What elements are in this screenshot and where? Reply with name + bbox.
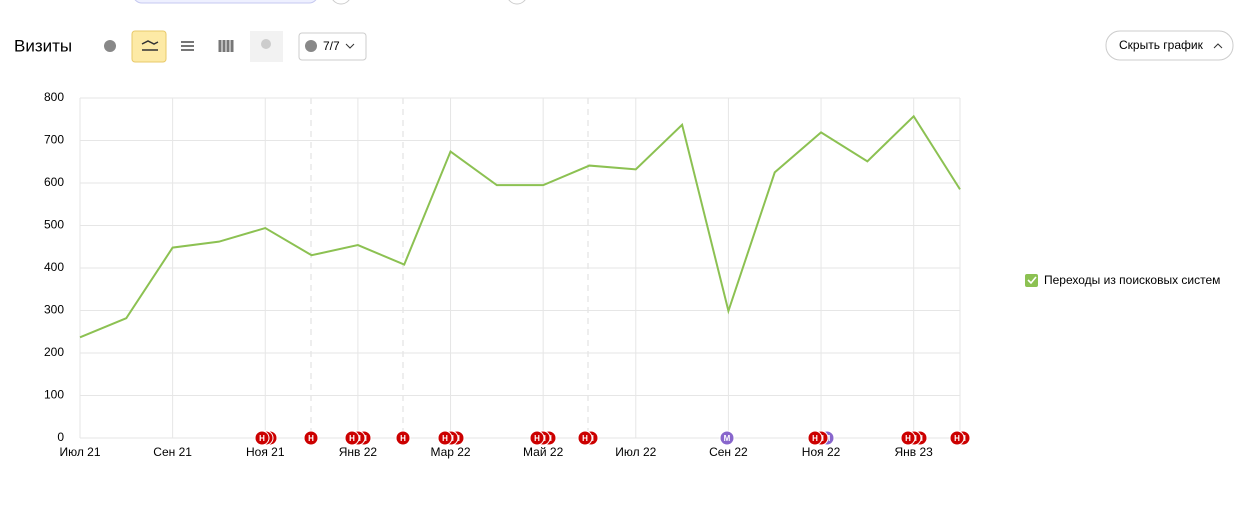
comment-icon [305, 40, 317, 52]
legend-label: Переходы из поисковых систем [1044, 273, 1220, 287]
line-icon-active[interactable] [131, 30, 167, 63]
annotation-marker-label: Н [812, 434, 818, 443]
annotation-marker-label: М [724, 434, 731, 443]
y-tick-label: 600 [44, 175, 64, 189]
annotation-marker-label: Н [308, 434, 314, 443]
y-tick-label: 0 [57, 430, 64, 444]
section-title: Визиты [14, 36, 72, 55]
x-tick-label: Июл 22 [615, 445, 656, 459]
bar-icon[interactable] [218, 40, 234, 52]
x-tick-label: Мар 22 [430, 445, 470, 459]
x-tick-label: Сен 22 [709, 445, 748, 459]
x-tick-label: Янв 22 [339, 445, 378, 459]
y-tick-label: 700 [44, 133, 64, 147]
y-tick-label: 400 [44, 260, 64, 274]
top-control[interactable] [331, 0, 351, 5]
x-tick-label: Май 22 [523, 445, 564, 459]
annotation-marker[interactable] [577, 430, 593, 446]
annotation-marker-label: Н [349, 434, 355, 443]
annotation-marker-label: Н [582, 434, 588, 443]
y-tick-label: 300 [44, 303, 64, 317]
comments-button[interactable] [298, 32, 367, 61]
annotation-marker[interactable] [395, 430, 411, 446]
top-control[interactable] [507, 0, 527, 5]
legend-checkbox [1025, 274, 1038, 287]
annotation-marker-label: Н [259, 434, 265, 443]
line-icon [141, 40, 159, 51]
x-tick-label: Сен 21 [153, 445, 192, 459]
top-button[interactable] [133, 0, 318, 4]
annotation-marker-label: Н [400, 434, 406, 443]
annotation-marker[interactable] [949, 430, 965, 446]
annotation-marker[interactable] [719, 430, 735, 446]
dropdown-arrow [345, 43, 355, 49]
x-tick-label: Янв 23 [895, 445, 934, 459]
hide-chart-label: Скрыть график [1119, 38, 1204, 52]
y-tick-label: 200 [44, 345, 64, 359]
series-line [79, 114, 961, 339]
x-tick-label: Июл 21 [59, 445, 100, 459]
y-tick-label: 100 [44, 388, 64, 402]
chart-type-icons [104, 30, 283, 63]
annotation-marker[interactable] [807, 430, 823, 446]
comments-counter: 7/7 [323, 39, 340, 53]
annotation-marker-label: Н [905, 434, 911, 443]
annotation-marker[interactable] [303, 430, 319, 446]
area-icon[interactable] [181, 41, 194, 51]
x-tick-label: Ноя 22 [802, 445, 841, 459]
annotation-marker-label: Н [442, 434, 448, 443]
annotation-marker[interactable] [900, 430, 916, 446]
pie-icon[interactable] [104, 40, 116, 52]
hide-chart-button[interactable] [1105, 30, 1234, 61]
annotation-marker[interactable] [254, 430, 270, 446]
legend-item[interactable]: Переходы из поисковых систем [1025, 273, 1220, 287]
annotation-marker[interactable] [529, 430, 545, 446]
x-tick-label: Ноя 21 [246, 445, 285, 459]
annotation-marker-label: Н [534, 434, 540, 443]
y-tick-label: 800 [44, 90, 64, 104]
annotation-marker[interactable] [344, 430, 360, 446]
annotation-marker[interactable] [437, 430, 453, 446]
collapse-arrow [1213, 43, 1223, 49]
legend-check [1027, 276, 1037, 285]
map-icon [261, 39, 271, 49]
annotation-marker-label: Н [954, 434, 960, 443]
y-tick-label: 500 [44, 218, 64, 232]
